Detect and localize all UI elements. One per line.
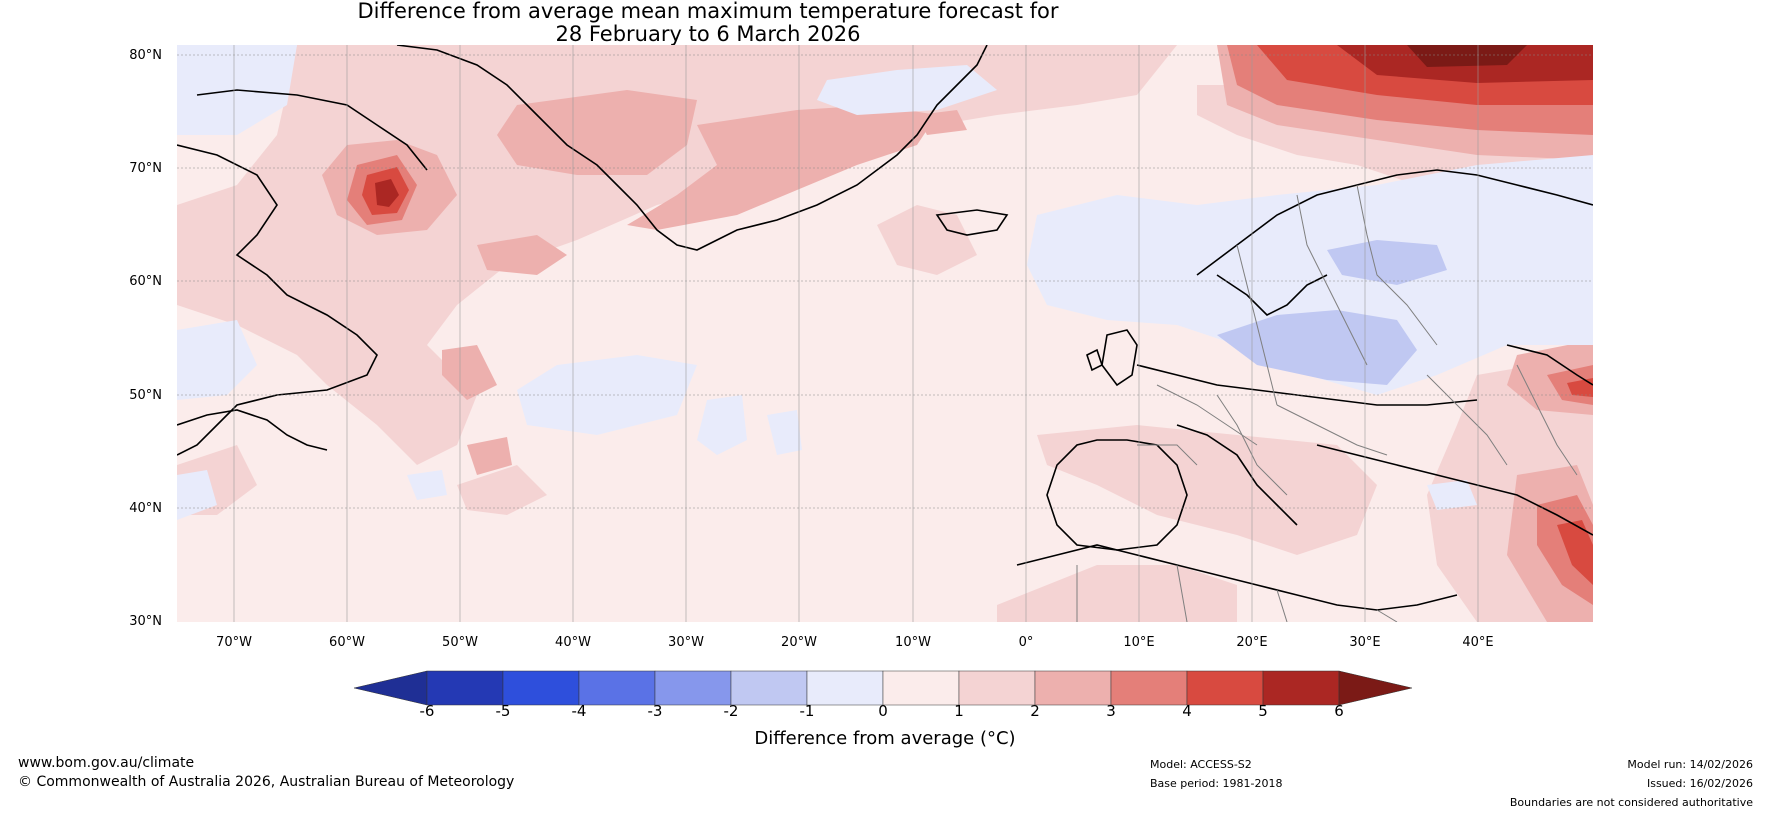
colorbar-segment [578,670,656,706]
colorbar-segment [958,670,1036,706]
colorbar [353,670,1413,706]
anomaly-band-minus1-0 [177,45,1593,520]
longitude-label-10e: 10°E [1123,635,1155,650]
latitude-label-60n: 60°N [129,274,162,289]
longitude-label-60w: 60°W [329,635,365,650]
map-title: Difference from average mean maximum tem… [0,0,1416,46]
colorbar-tick-label: -3 [647,702,663,720]
colorbar-segment [1262,670,1340,706]
footer-disclaimer: Boundaries are not considered authoritat… [1509,796,1753,809]
latitude-gridlines [177,54,1593,509]
colorbar-segment [654,670,732,706]
longitude-gridlines [233,45,1479,622]
footer-model-run: Model run: 14/02/2026 [1627,758,1753,771]
longitude-label-30w: 30°W [668,635,704,650]
national-boundaries [1076,184,1578,622]
latitude-label-50n: 50°N [129,388,162,403]
colorbar-extension-low [353,670,428,706]
footer-copyright: © Commonwealth of Australia 2026, Austra… [18,774,515,790]
colorbar-tick-label: 5 [1258,702,1268,720]
longitude-label-40w: 40°W [555,635,591,650]
footer-issued: Issued: 16/02/2026 [1646,777,1753,790]
longitude-label-20w: 20°W [781,635,817,650]
colorbar-segment [1110,670,1188,706]
map-title-line1: Difference from average mean maximum tem… [357,0,1059,23]
colorbar-segment [1034,670,1112,706]
colorbar-tick-label: 3 [1106,702,1116,720]
longitude-label-50w: 50°W [442,635,478,650]
longitude-label-70w: 70°W [216,635,252,650]
latitude-label-80n: 80°N [129,48,162,63]
longitude-label-30e: 30°E [1349,635,1381,650]
forecast-map-svg [177,45,1593,622]
colorbar-tick-label: -5 [495,702,511,720]
longitude-label-0: 0° [1018,635,1034,650]
colorbar-tick-label: 0 [878,702,888,720]
colorbar-tick-label: -2 [723,702,739,720]
colorbar-tick-label: 2 [1030,702,1040,720]
latitude-label-30n: 30°N [129,614,162,629]
latitude-label-70n: 70°N [129,161,162,176]
footer-model: Model: ACCESS-S2 [1150,758,1252,771]
latitude-label-40n: 40°N [129,501,162,516]
footer-base-period: Base period: 1981-2018 [1150,777,1283,790]
map-title-line2: 28 February to 6 March 2026 [555,22,861,46]
footer-website: www.bom.gov.au/climate [18,755,195,771]
anomaly-band-5-6-greenland [375,179,399,207]
anomaly-band-gt6-arctic [1407,45,1527,67]
colorbar-tick-label: -4 [571,702,587,720]
colorbar-tick-label: -1 [799,702,815,720]
colorbar-segment [502,670,580,706]
colorbar-tick-label: 6 [1334,702,1344,720]
colorbar-segment [806,670,884,706]
colorbar-tick-label: 4 [1182,702,1192,720]
forecast-map [177,45,1593,622]
longitude-label-20e: 20°E [1236,635,1268,650]
colorbar-segment [882,670,960,706]
colorbar-label: Difference from average (°C) [754,728,1016,749]
colorbar-segment [426,670,504,706]
colorbar-tick-label: 1 [954,702,964,720]
colorbar-extension-high [1338,670,1413,706]
colorbar-segment [730,670,808,706]
longitude-label-40e: 40°E [1462,635,1494,650]
longitude-label-10w: 10°W [895,635,931,650]
colorbar-tick-label: -6 [419,702,435,720]
colorbar-segment [1186,670,1264,706]
